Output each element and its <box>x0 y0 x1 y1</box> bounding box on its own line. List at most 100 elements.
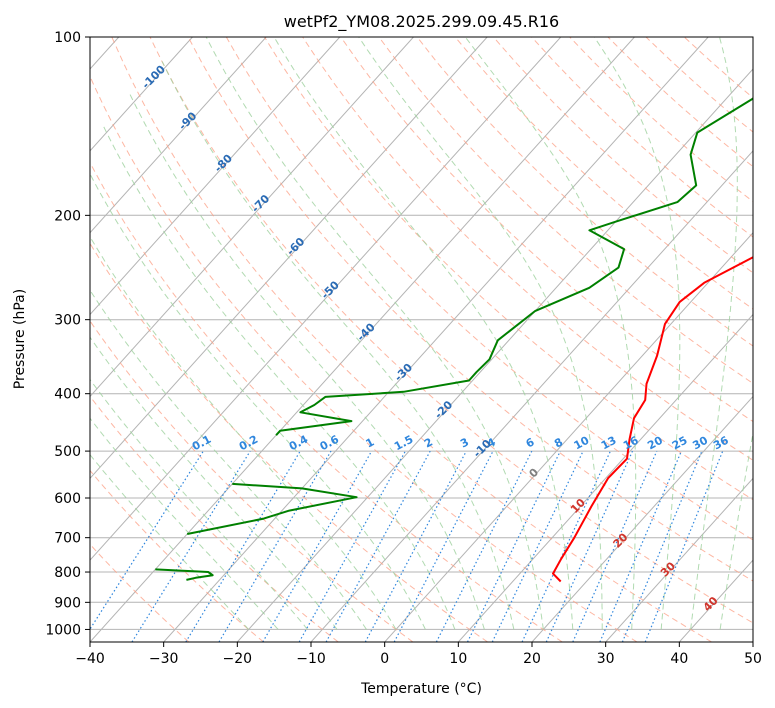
dry-adiabat-line <box>378 37 753 385</box>
x-tick-label: 50 <box>744 651 762 667</box>
dry-adiabat-line <box>90 320 414 642</box>
mixing-ratio-line <box>298 450 406 642</box>
dry-adiabat-line <box>90 469 264 642</box>
temperature-profile-line <box>552 256 753 583</box>
isotherm-line <box>457 313 753 642</box>
mixing-ratio-line <box>131 450 251 642</box>
moist-adiabat-line <box>90 378 308 630</box>
x-tick-label: −20 <box>223 651 253 667</box>
mixing-ratio-label: 30 <box>690 434 710 453</box>
moist-adiabat-line <box>690 37 738 630</box>
mixing-ratio-label: 13 <box>599 434 619 453</box>
dry-adiabat-line <box>225 37 753 541</box>
mixing-ratio-label: 0.6 <box>318 433 342 454</box>
x-tick-label: 0 <box>380 651 389 667</box>
mixing-ratio-label: 25 <box>670 434 690 453</box>
y-tick-label: 100 <box>54 30 81 46</box>
dry-adiabat-label: 0 <box>527 466 542 481</box>
isotherm-line <box>90 37 341 316</box>
y-tick-label: 1000 <box>45 622 81 638</box>
dry-adiabat-line <box>645 37 753 133</box>
y-tick-label: 800 <box>54 565 81 581</box>
mixing-ratio-label: 36 <box>711 434 731 453</box>
x-tick-label: −40 <box>75 651 105 667</box>
isotherm-line <box>236 68 753 642</box>
y-tick-label: 200 <box>54 208 81 224</box>
mixing-ratio-label: 16 <box>621 434 641 453</box>
mixing-ratio-label: 3 <box>458 435 471 450</box>
moist-adiabat-line <box>593 37 681 630</box>
moist-adiabat-line <box>90 453 249 630</box>
moist-adiabat-line <box>161 61 515 630</box>
moist-adiabat-line <box>205 37 544 630</box>
moist-adiabat-line <box>90 235 397 630</box>
x-tick-label: 10 <box>449 651 467 667</box>
dry-adiabat-line <box>264 37 753 501</box>
moist-adiabat-line <box>90 417 279 630</box>
moist-adiabat-line <box>273 37 574 630</box>
moist-adiabat-line <box>129 94 485 630</box>
dry-adiabat-label: -100 <box>139 63 168 92</box>
dry-adiabat-line <box>90 242 488 642</box>
mixing-ratio-line <box>90 450 204 631</box>
dewpoint-profile-line <box>275 97 753 436</box>
isotherm-line <box>90 37 267 234</box>
mixing-ratio-line <box>599 450 682 642</box>
mixing-ratio-label: 20 <box>645 434 665 453</box>
x-tick-label: 40 <box>670 651 688 667</box>
dry-adiabat-line <box>454 37 753 310</box>
moist-adiabat-line <box>101 123 456 630</box>
mixing-ratio-line <box>185 450 301 642</box>
mixing-ratio-line <box>572 450 658 642</box>
isotherm-line <box>90 37 193 152</box>
x-axis-label: Temperature (°C) <box>360 681 482 697</box>
isotherm-line <box>310 150 753 642</box>
dry-adiabat-label: -50 <box>319 278 342 301</box>
dry-adiabat-line <box>90 161 563 642</box>
mixing-ratio-line <box>491 450 584 642</box>
y-axis-label: Pressure (hPa) <box>12 289 28 389</box>
isotherm-line <box>163 37 709 642</box>
dry-adiabat-label: -70 <box>249 192 272 215</box>
isotherm-line <box>752 641 753 642</box>
moist-adiabat-line <box>719 430 753 630</box>
mixing-ratio-label: 10 <box>572 434 592 453</box>
dry-adiabat-line <box>416 37 753 347</box>
moist-adiabat-line <box>90 289 367 630</box>
isotherm-line <box>90 37 414 398</box>
x-tick-label: 20 <box>523 651 541 667</box>
dry-adiabat-label: -90 <box>176 109 199 132</box>
isotherm-line <box>384 232 753 642</box>
mixing-ratio-label: 0.1 <box>190 433 213 454</box>
dry-adiabat-label: -20 <box>432 398 455 421</box>
isotherm-line <box>90 37 488 480</box>
dry-adiabat-label: 20 <box>611 530 631 550</box>
x-tick-label: 30 <box>597 651 615 667</box>
x-tick-label: −10 <box>296 651 326 667</box>
y-tick-label: 900 <box>54 595 81 611</box>
dry-adiabat-line <box>90 395 339 642</box>
dewpoint-profile-line <box>187 482 358 535</box>
isotherm-line <box>531 395 753 642</box>
mixing-ratio-line <box>644 450 724 642</box>
moist-adiabat-line <box>90 336 338 630</box>
isotherm-line <box>605 477 753 642</box>
dry-adiabat-label: -60 <box>284 235 307 258</box>
mixing-ratio-line <box>262 450 373 642</box>
dry-adiabat-label: -80 <box>212 151 235 174</box>
moist-adiabat-line <box>90 172 426 630</box>
dewpoint-profile-line <box>155 568 214 581</box>
mixing-ratio-line <box>621 450 703 642</box>
y-tick-label: 400 <box>54 387 81 403</box>
chart-title: wetPf2_YM08.2025.299.09.45.R16 <box>284 12 559 32</box>
dry-adiabat-line <box>683 37 753 99</box>
y-tick-label: 500 <box>54 444 81 460</box>
dry-adiabat-line <box>531 37 753 238</box>
mixing-ratio-line <box>545 450 634 642</box>
isotherm-line <box>90 37 562 561</box>
dry-adiabat-line <box>90 543 190 642</box>
mixing-ratio-label: 1 <box>364 435 377 450</box>
y-tick-label: 600 <box>54 491 81 507</box>
plot-frame <box>89 36 754 643</box>
